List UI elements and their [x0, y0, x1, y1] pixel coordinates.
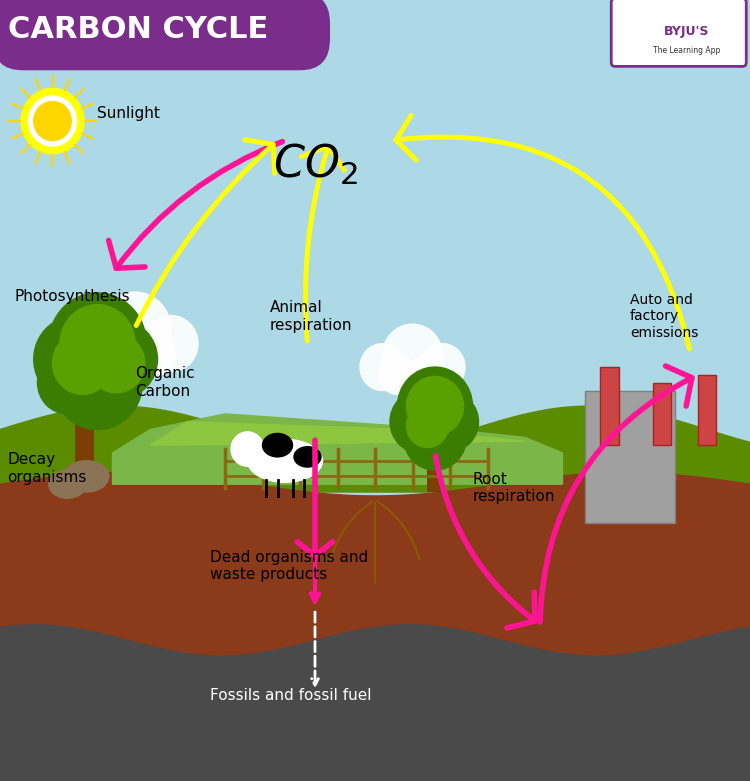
- Text: Sunlight: Sunlight: [98, 105, 160, 121]
- Text: Dead organisms and
waste products: Dead organisms and waste products: [210, 550, 368, 583]
- Circle shape: [53, 336, 142, 430]
- Ellipse shape: [248, 439, 322, 483]
- FancyBboxPatch shape: [611, 0, 746, 66]
- Circle shape: [379, 355, 416, 394]
- FancyArrowPatch shape: [297, 440, 333, 556]
- FancyArrowPatch shape: [109, 141, 283, 268]
- Circle shape: [390, 390, 450, 453]
- Circle shape: [406, 404, 448, 448]
- Circle shape: [404, 405, 466, 470]
- FancyBboxPatch shape: [75, 390, 94, 484]
- Polygon shape: [112, 414, 562, 484]
- Circle shape: [231, 432, 264, 466]
- Polygon shape: [0, 625, 750, 781]
- Circle shape: [38, 351, 98, 414]
- Text: CARBON CYCLE: CARBON CYCLE: [8, 15, 268, 45]
- Text: BYJU'S: BYJU'S: [664, 25, 709, 37]
- Circle shape: [382, 324, 442, 387]
- Text: Root
respiration: Root respiration: [472, 472, 555, 505]
- Polygon shape: [0, 406, 750, 492]
- Text: The Learning App: The Learning App: [652, 46, 720, 55]
- Ellipse shape: [262, 433, 292, 457]
- Polygon shape: [0, 473, 750, 664]
- FancyBboxPatch shape: [600, 367, 619, 445]
- Text: Photosynthesis: Photosynthesis: [15, 289, 130, 305]
- FancyBboxPatch shape: [427, 430, 441, 492]
- Circle shape: [60, 305, 135, 383]
- Circle shape: [82, 320, 158, 398]
- Polygon shape: [150, 422, 525, 445]
- Circle shape: [34, 316, 116, 402]
- Text: $CO_2$: $CO_2$: [273, 141, 357, 187]
- Circle shape: [360, 344, 405, 390]
- FancyArrowPatch shape: [396, 116, 689, 349]
- FancyArrowPatch shape: [302, 146, 344, 341]
- Circle shape: [28, 96, 76, 146]
- Circle shape: [49, 293, 146, 394]
- Text: Organic
Carbon: Organic Carbon: [135, 366, 195, 399]
- Circle shape: [420, 344, 465, 390]
- Circle shape: [34, 102, 71, 141]
- Ellipse shape: [294, 447, 321, 467]
- Text: Decay
organisms: Decay organisms: [8, 452, 87, 485]
- Text: Animal
respiration: Animal respiration: [270, 300, 352, 333]
- FancyBboxPatch shape: [585, 390, 675, 523]
- FancyBboxPatch shape: [0, 0, 330, 70]
- Ellipse shape: [64, 461, 109, 492]
- Text: Auto and
factory
emissions: Auto and factory emissions: [630, 293, 698, 340]
- Circle shape: [422, 392, 478, 451]
- Circle shape: [398, 367, 472, 445]
- FancyBboxPatch shape: [652, 383, 671, 445]
- Circle shape: [130, 330, 176, 376]
- Circle shape: [21, 88, 84, 154]
- FancyArrowPatch shape: [436, 456, 535, 628]
- Circle shape: [88, 333, 145, 393]
- FancyArrowPatch shape: [540, 366, 692, 622]
- Circle shape: [144, 316, 198, 372]
- Circle shape: [53, 332, 112, 394]
- FancyArrowPatch shape: [136, 140, 274, 326]
- Circle shape: [72, 316, 126, 372]
- Ellipse shape: [49, 470, 86, 498]
- Text: Fossils and fossil fuel: Fossils and fossil fuel: [210, 687, 371, 703]
- Circle shape: [99, 292, 171, 367]
- Circle shape: [406, 376, 463, 436]
- FancyBboxPatch shape: [698, 375, 716, 445]
- Circle shape: [409, 355, 446, 394]
- Circle shape: [94, 330, 140, 376]
